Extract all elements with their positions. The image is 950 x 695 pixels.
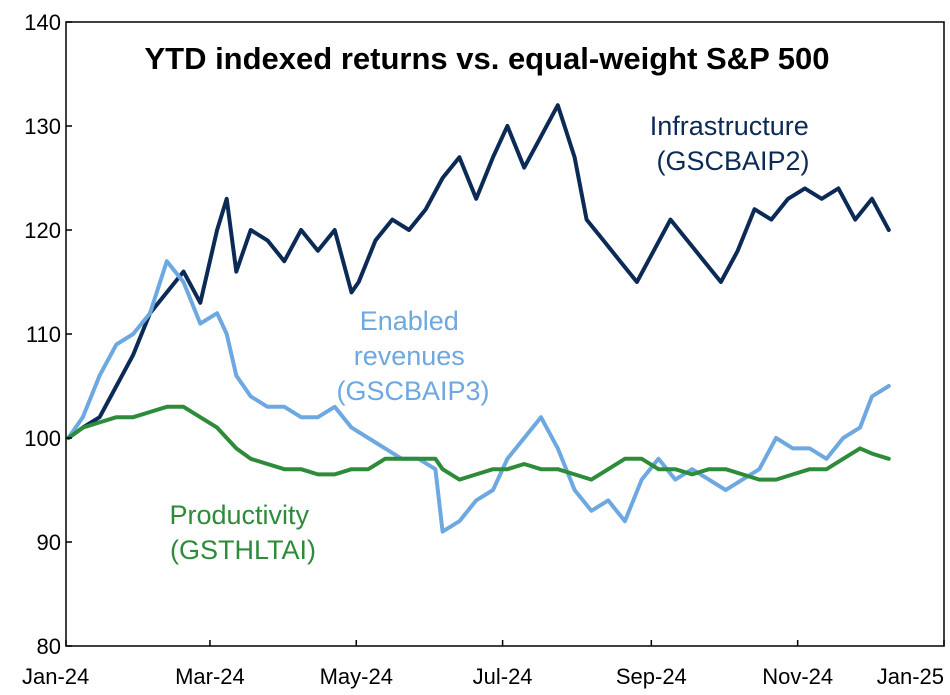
x-tick-label: Jul-24 [473, 664, 533, 689]
x-tick-label: Sep-24 [616, 664, 687, 689]
x-axis: Jan-24 Mar-24 May-24 Jul-24 Sep-24 Nov-24 Jan-… [22, 640, 945, 689]
series-label-infrastructure-line-2: (GSCBAIP2) [656, 146, 809, 176]
series-label-productivity: Productivity (GSTHLTAI) [169, 500, 316, 565]
y-axis: 80 90 100 110 120 130 140 [24, 10, 72, 659]
series-label-productivity-line-1: Productivity [169, 500, 309, 530]
x-tick-label: Jan-25 [877, 664, 944, 689]
y-tick-label: 90 [37, 530, 61, 555]
series-line-1 [66, 259, 891, 534]
x-tick-label: Mar-24 [175, 664, 245, 689]
series-label-enabled-revenues-line-1: Enabled [360, 306, 459, 336]
y-tick-label: 120 [24, 218, 61, 243]
y-tick-label: 100 [24, 426, 61, 451]
y-tick-label: 130 [24, 114, 61, 139]
x-tick-label: Jan-24 [22, 664, 89, 689]
series-label-infrastructure-line-1: Infrastructure [650, 111, 809, 141]
series-label-enabled-revenues-line-2: revenues [354, 341, 465, 371]
y-tick-label: 80 [37, 634, 61, 659]
x-tick-label: May-24 [320, 664, 393, 689]
y-tick-label: 140 [24, 10, 61, 35]
x-tick-label: Nov-24 [762, 664, 833, 689]
plot-area-border [65, 21, 945, 647]
y-tick-label: 110 [26, 322, 61, 347]
series-label-infrastructure: Infrastructure (GSCBAIP2) [650, 111, 817, 176]
series-line-0 [66, 103, 891, 440]
series-layer [66, 103, 891, 534]
series-label-enabled-revenues-line-3: (GSCBAIP3) [336, 376, 489, 406]
series-label-productivity-line-2: (GSTHLTAI) [170, 535, 316, 565]
series-line-2 [66, 404, 891, 482]
chart-title: YTD indexed returns vs. equal-weight S&P… [144, 41, 829, 76]
series-label-enabled-revenues: Enabled revenues (GSCBAIP3) [336, 306, 489, 406]
